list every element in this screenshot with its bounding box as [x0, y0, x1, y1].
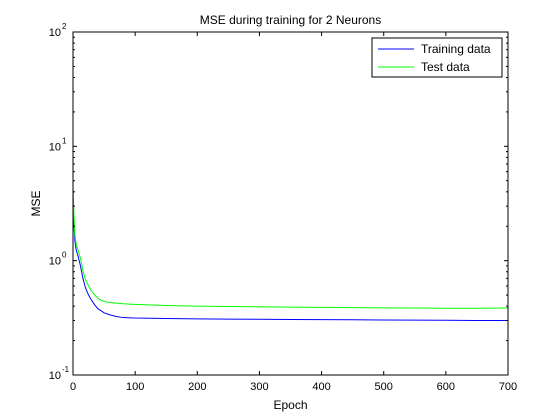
x-tick-label: 100 [126, 381, 144, 393]
plot-frame [72, 31, 509, 376]
y-tick-base: 10 [49, 256, 61, 268]
x-tick-label: 700 [499, 381, 517, 393]
y-tick-label: 102 [49, 22, 67, 39]
y-axis-label: MSE [29, 190, 43, 216]
chart-title: MSE during training for 2 Neurons [200, 13, 381, 27]
x-tick-label: 300 [250, 381, 268, 393]
x-tick-label: 0 [70, 381, 76, 393]
y-tick-exponent: 2 [62, 22, 67, 31]
y-tick-base: 10 [49, 141, 61, 153]
x-tick-label: 500 [375, 381, 393, 393]
y-tick-label: 100 [49, 251, 67, 268]
y-tick-base: 10 [49, 370, 61, 382]
series-line-training-data [72, 197, 508, 321]
y-tick-label: 10-1 [49, 365, 70, 382]
x-axis-label: Epoch [273, 398, 307, 412]
legend-label-test-data: Test data [421, 60, 470, 74]
legend: Training data Test data [371, 37, 503, 78]
legend-label-training-data: Training data [421, 42, 491, 56]
series-line-test-data [72, 187, 509, 309]
series-layer [72, 187, 509, 321]
y-tick-exponent: 0 [62, 251, 67, 260]
plot-area [73, 32, 508, 375]
x-tick-label: 200 [188, 381, 206, 393]
x-tick-label: 600 [437, 381, 455, 393]
legend-box [371, 37, 503, 78]
y-tick-label: 101 [49, 136, 67, 153]
y-tick-base: 10 [49, 27, 61, 39]
x-tick-label: 400 [312, 381, 330, 393]
y-tick-exponent: 1 [62, 136, 67, 145]
y-tick-exponent: -1 [62, 365, 70, 374]
